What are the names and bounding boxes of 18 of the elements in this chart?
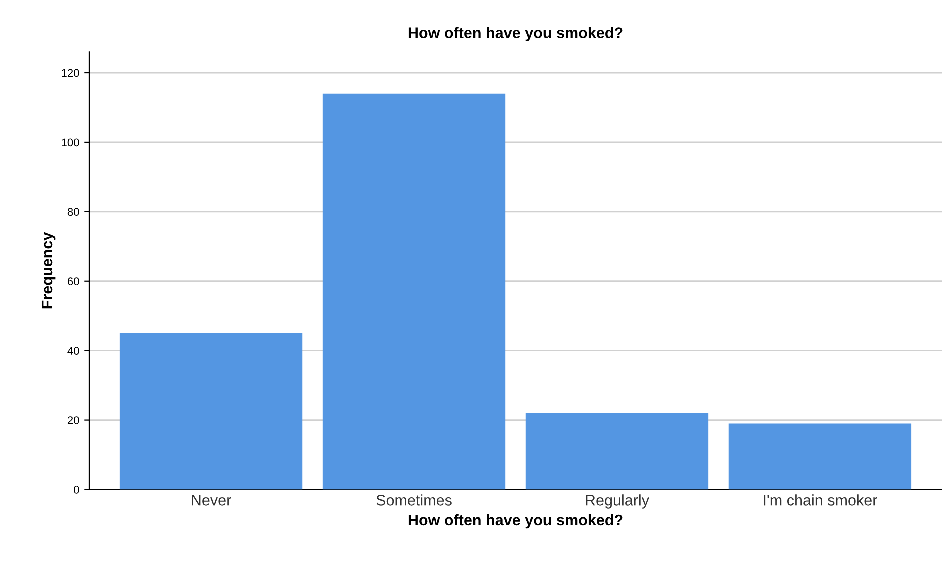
bar	[526, 413, 709, 490]
bar	[728, 424, 912, 490]
bar	[120, 333, 303, 490]
y-tick-label: 120	[62, 69, 80, 78]
x-tick-label: Sometimes	[376, 494, 452, 506]
x-axis-title: How often have you smoked?	[408, 514, 623, 529]
x-tick-label: I'm chain smoker	[764, 494, 878, 506]
chart-title: How often have you smoked?	[408, 27, 623, 42]
y-tick-label: 40	[68, 347, 80, 355]
y-tick-label: 20	[68, 416, 80, 424]
x-tick-label: Regularly	[586, 494, 650, 509]
x-tick-label: Never	[192, 495, 232, 506]
y-tick-label: 100	[62, 138, 80, 147]
y-tick-label: 60	[68, 278, 80, 286]
bar	[322, 94, 506, 490]
y-axis-title: Frequency	[42, 232, 56, 309]
y-tick-label: 0	[74, 486, 80, 494]
y-tick-label: 80	[68, 208, 80, 216]
